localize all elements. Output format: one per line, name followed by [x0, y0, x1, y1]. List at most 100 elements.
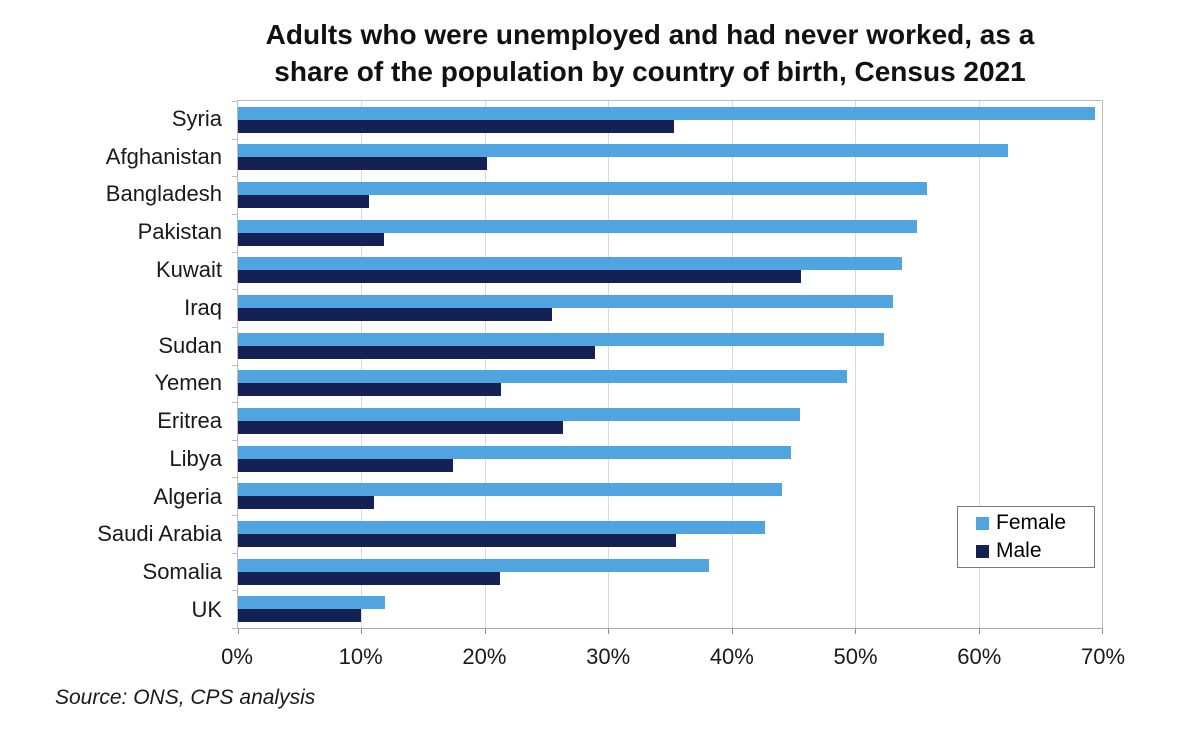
male-bar	[238, 270, 801, 284]
y-axis-tick-mark	[232, 326, 238, 328]
female-bar	[238, 106, 1095, 120]
plot-area: Female Male	[232, 100, 1103, 634]
x-axis-tick-mark	[361, 629, 363, 634]
x-axis-tick-labels: 0% 10% 20% 30% 40% 50% 60% 70%	[221, 644, 1125, 672]
male-swatch-icon	[976, 544, 989, 558]
x-axis-tick-label: 0%	[221, 644, 253, 669]
x-axis-tick-label: 70%	[1080, 644, 1126, 669]
y-axis-tick-mark	[232, 251, 238, 253]
female-swatch-icon	[976, 516, 989, 530]
chart-row	[238, 327, 1102, 365]
chart-row	[238, 402, 1102, 440]
chart-title-line2: share of the population by country of bi…	[274, 56, 1026, 87]
y-axis-tick-mark	[232, 138, 238, 140]
gridline	[361, 101, 363, 628]
male-bar	[238, 119, 674, 133]
category-label: Pakistan	[137, 219, 222, 245]
chart-row	[238, 515, 1102, 553]
category-label: Somalia	[142, 559, 222, 585]
category-label: Kuwait	[155, 257, 222, 283]
x-axis-tick-label: 40%	[709, 644, 754, 669]
y-axis-tick-mark	[232, 439, 238, 441]
y-axis-tick-mark	[232, 101, 238, 102]
male-bar	[238, 496, 374, 510]
chart-row	[238, 364, 1102, 402]
gridline	[978, 101, 980, 628]
male-bar	[238, 345, 595, 359]
legend-item-female: Female	[976, 512, 1094, 534]
category-label: Afghanistan	[105, 143, 222, 169]
male-bar	[238, 533, 677, 547]
category-label: Iraq	[184, 294, 222, 320]
female-bar	[238, 219, 917, 233]
y-axis-tick-mark	[232, 213, 238, 215]
female-bar	[238, 407, 800, 421]
legend-item-male: Male	[976, 540, 1094, 562]
chart-row	[238, 553, 1102, 591]
female-bar	[238, 596, 385, 610]
category-label: Saudi Arabia	[97, 521, 222, 547]
y-axis-tick-mark	[232, 364, 238, 366]
x-axis-tick-label: 60%	[957, 644, 1002, 669]
legend: Female Male	[957, 506, 1095, 568]
legend-label: Female	[996, 511, 1067, 534]
male-bar	[238, 383, 501, 397]
chart-row	[238, 139, 1102, 177]
gridline	[484, 101, 486, 628]
y-axis-tick-mark	[232, 289, 238, 291]
x-axis-tick-label: 30%	[586, 644, 631, 669]
gridline	[608, 101, 610, 628]
category-label: Algeria	[153, 483, 222, 509]
legend-label: Male	[996, 539, 1042, 562]
chart-row	[238, 477, 1102, 515]
y-axis-tick-mark	[232, 552, 238, 554]
female-bar	[238, 295, 894, 309]
male-bar	[238, 571, 500, 585]
gridline	[855, 101, 857, 628]
category-label: Eritrea	[157, 408, 222, 434]
male-bar	[238, 232, 384, 246]
y-axis-tick-mark	[232, 628, 238, 629]
x-axis-tick-label: 10%	[338, 644, 383, 669]
chart-title-line1: Adults who were unemployed and had never…	[265, 19, 1035, 50]
y-axis-tick-mark	[232, 176, 238, 178]
y-axis-tick-mark	[232, 402, 238, 404]
category-labels: Syria Afghanistan Bangladesh Pakistan Kuwait…	[0, 100, 222, 629]
x-axis-tick-mark	[855, 629, 857, 634]
male-bar	[238, 458, 453, 472]
female-bar	[238, 558, 710, 572]
male-bar	[238, 308, 552, 322]
y-axis-tick-mark	[232, 515, 238, 517]
chart-row	[238, 176, 1102, 214]
male-bar	[238, 195, 369, 209]
female-bar	[238, 332, 884, 346]
chart-row	[238, 252, 1102, 290]
female-bar	[238, 144, 1009, 158]
x-axis-tick-mark	[978, 629, 980, 634]
female-bar	[238, 370, 847, 384]
y-axis-tick-mark	[232, 590, 238, 592]
x-axis-tick-mark	[608, 629, 610, 634]
category-label: Libya	[169, 445, 222, 471]
chart-row	[238, 214, 1102, 252]
chart-row	[238, 440, 1102, 478]
chart-title: Adults who were unemployed and had never…	[100, 16, 1200, 90]
chart-row	[238, 590, 1102, 628]
female-bar	[238, 182, 927, 196]
male-bar	[238, 420, 563, 434]
female-bar	[238, 445, 791, 459]
category-label: Syria	[171, 105, 222, 131]
chart-row	[238, 101, 1102, 139]
x-axis-tick-mark	[731, 629, 733, 634]
x-axis-tick-mark	[238, 629, 239, 634]
x-axis-tick-label: 20%	[462, 644, 507, 669]
x-axis-tick-mark	[484, 629, 486, 634]
y-axis-tick-mark	[232, 477, 238, 479]
x-axis-tick-mark	[1102, 629, 1103, 634]
female-bar	[238, 520, 766, 534]
chart-rows	[238, 101, 1102, 628]
male-bar	[238, 609, 362, 623]
category-label: Yemen	[154, 370, 222, 396]
female-bar	[238, 257, 903, 271]
x-axis-tick-label: 50%	[833, 644, 878, 669]
